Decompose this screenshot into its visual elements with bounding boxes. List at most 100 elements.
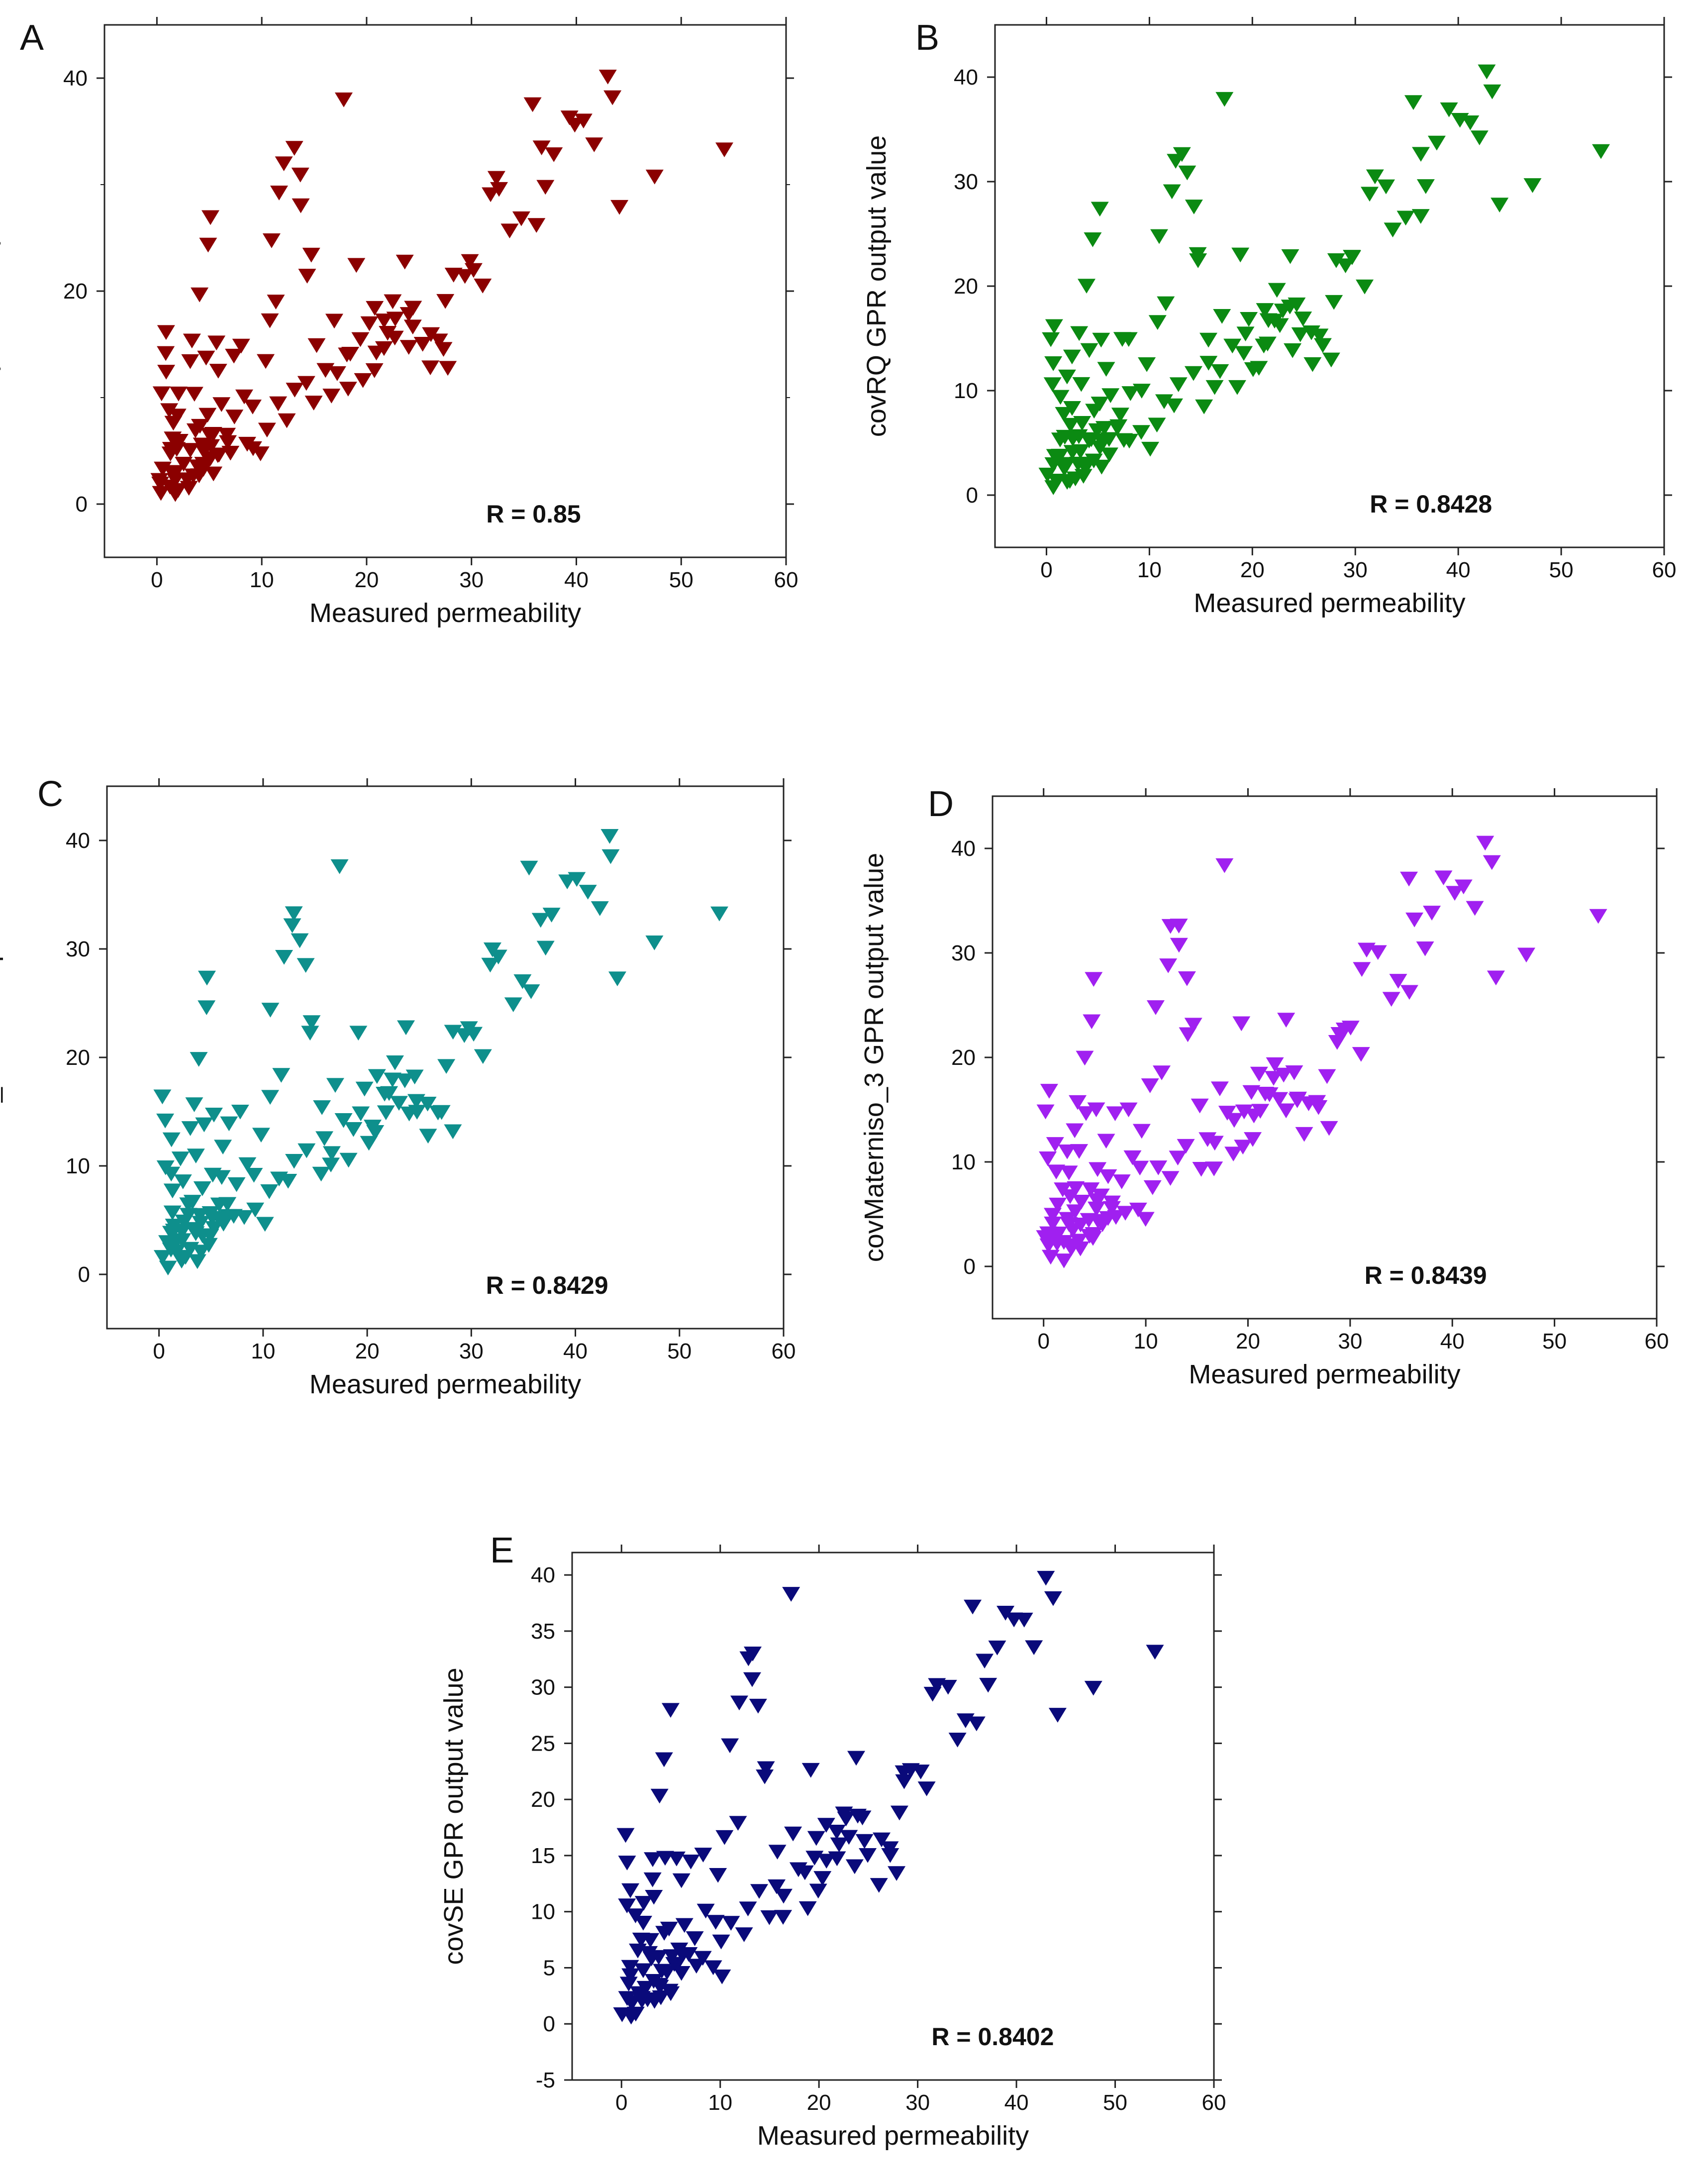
- data-point: [1396, 210, 1415, 226]
- data-point: [1192, 1162, 1210, 1177]
- data-point: [1042, 332, 1060, 347]
- data-point: [1205, 1136, 1224, 1151]
- data-point: [1095, 421, 1113, 436]
- x-axis-title: Measured permeability: [1189, 1359, 1460, 1389]
- plot-frame: [571, 1552, 1215, 2081]
- data-point: [1089, 1162, 1107, 1177]
- y-tick-label: 30: [951, 941, 976, 965]
- data-point: [1074, 469, 1093, 484]
- data-point: [1250, 1066, 1268, 1082]
- data-point: [179, 1208, 198, 1223]
- data-point: [168, 1245, 186, 1259]
- x-tick-label: 30: [1343, 558, 1368, 582]
- data-point: [579, 885, 597, 900]
- data-point: [650, 1950, 668, 1965]
- data-point: [1327, 253, 1345, 268]
- data-point: [1205, 380, 1224, 395]
- data-point: [979, 1677, 997, 1693]
- data-point: [407, 1094, 425, 1109]
- data-point: [1225, 1113, 1243, 1128]
- data-point: [1159, 958, 1178, 973]
- data-point: [840, 1830, 858, 1845]
- x-tick-label: 40: [1004, 2090, 1029, 2115]
- data-point: [322, 389, 341, 404]
- data-point: [297, 958, 315, 973]
- x-axis-title: Measured permeability: [757, 2121, 1029, 2151]
- y-tick-label: 40: [63, 66, 88, 91]
- data-point: [174, 1174, 192, 1189]
- data-point: [421, 360, 440, 376]
- y-axis-title: covMaterniso_3 GPR output value: [859, 853, 889, 1262]
- data-point: [1136, 1212, 1155, 1227]
- y-tick-label: 20: [63, 279, 88, 304]
- x-tick-label: 30: [1338, 1329, 1362, 1353]
- data-point: [341, 346, 360, 362]
- data-point: [682, 1855, 700, 1870]
- data-point: [365, 363, 384, 378]
- data-point: [313, 1100, 331, 1115]
- data-point: [1244, 362, 1262, 377]
- data-point: [532, 140, 551, 156]
- data-point: [1066, 1123, 1084, 1139]
- y-tick-label: 10: [531, 1900, 555, 1924]
- data-point: [1411, 209, 1430, 224]
- data-point: [1523, 178, 1542, 193]
- data-point: [171, 1151, 190, 1166]
- data-point: [199, 237, 217, 253]
- data-point: [1476, 835, 1494, 851]
- x-tick-label: 30: [459, 1339, 484, 1363]
- data-point: [1153, 1065, 1171, 1080]
- r-annotation: R = 0.8429: [486, 1271, 608, 1299]
- data-point: [756, 1769, 774, 1784]
- data-point: [1097, 1134, 1115, 1149]
- data-point: [1236, 326, 1255, 342]
- data-point: [408, 1105, 426, 1120]
- data-point: [1266, 1057, 1284, 1072]
- data-point: [167, 465, 185, 480]
- data-point: [156, 1113, 175, 1129]
- x-axis-title: Measured permeability: [309, 598, 581, 628]
- data-point: [621, 1883, 640, 1898]
- data-point: [160, 403, 179, 418]
- data-point: [344, 1122, 363, 1137]
- panel-d: D 0 10 20 30 40 50 60 0 10 20 30 40 Measured permeabi…: [859, 784, 1669, 1389]
- data-point: [694, 1951, 712, 1966]
- data-point: [1072, 1195, 1091, 1210]
- data-point: [1184, 1018, 1202, 1033]
- data-point: [729, 1816, 747, 1831]
- x-tick-label: 50: [669, 568, 694, 592]
- data-point: [285, 1154, 303, 1169]
- data-point: [660, 1921, 678, 1937]
- data-point: [199, 408, 217, 423]
- data-point: [1366, 169, 1384, 185]
- y-tick-label: 5: [543, 1956, 555, 1980]
- data-point: [384, 294, 402, 310]
- data-point: [1015, 1612, 1033, 1628]
- data-point: [354, 373, 372, 388]
- data-point: [663, 1949, 681, 1964]
- data-point: [225, 410, 244, 424]
- data-point: [1461, 115, 1480, 130]
- data-point: [232, 338, 250, 354]
- data-point: [513, 974, 532, 989]
- data-point: [363, 1120, 382, 1135]
- data-point: [157, 325, 175, 340]
- data-point: [1097, 362, 1115, 377]
- x-tick-label: 60: [1645, 1329, 1669, 1353]
- data-point: [1169, 377, 1188, 392]
- data-point: [1170, 937, 1188, 953]
- data-point: [481, 957, 499, 973]
- data-point: [1353, 962, 1371, 977]
- data-point: [640, 1946, 658, 1961]
- data-point: [269, 396, 288, 412]
- data-point: [574, 113, 593, 129]
- data-point: [405, 1069, 424, 1085]
- x-tick-label: 0: [151, 568, 163, 592]
- data-point: [1092, 1188, 1110, 1204]
- data-point: [1242, 1085, 1261, 1100]
- data-point: [187, 1148, 205, 1163]
- data-point: [390, 1096, 408, 1111]
- data-point: [1277, 1013, 1295, 1028]
- data-point: [817, 1818, 835, 1833]
- data-point: [1108, 420, 1127, 436]
